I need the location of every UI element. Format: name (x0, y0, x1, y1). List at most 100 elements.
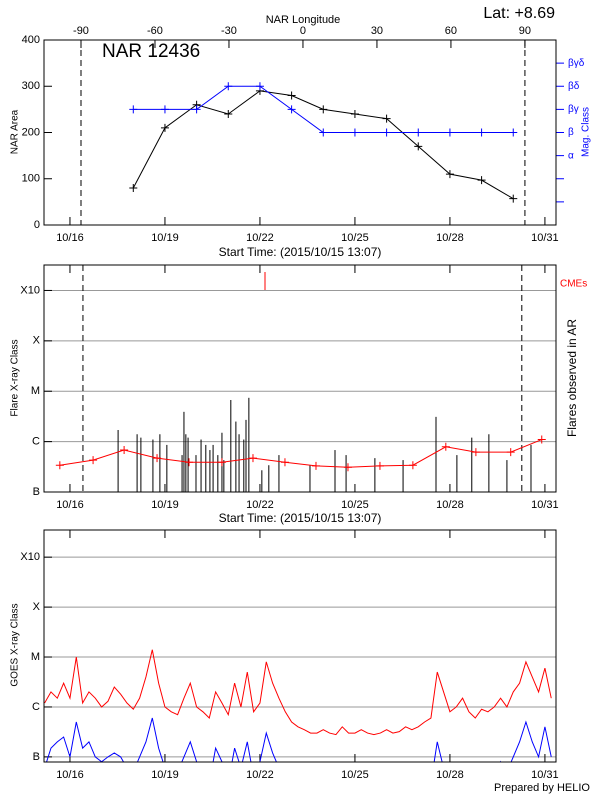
point-marker (477, 176, 486, 185)
point-marker (445, 128, 454, 137)
x-tick-label: 10/31 (531, 769, 559, 781)
point-marker (311, 461, 320, 470)
y-tick-label: 300 (22, 80, 40, 92)
y2-tick-label: βγδ (568, 58, 585, 69)
point-marker (350, 110, 359, 118)
x-tick-label: 10/28 (436, 769, 464, 781)
y-axis-label: Flare X-ray Class (10, 339, 21, 416)
y2-tick-label: α (568, 150, 574, 161)
plot-frame (43, 264, 557, 493)
point-marker (471, 448, 480, 457)
x-tick-label: 10/25 (341, 769, 369, 781)
point-marker (319, 128, 328, 137)
plot-area (55, 272, 546, 492)
y-tick-label: X (33, 601, 41, 613)
y-tick-label: X10 (20, 284, 40, 296)
x-tick-label: 10/25 (341, 499, 369, 511)
y2-tick-label: βγ (568, 104, 579, 115)
plot-frame (43, 39, 557, 226)
y-tick-label: C (32, 436, 40, 448)
y-axis-label: GOES X-ray Class (10, 603, 21, 686)
x-tick-label: 10/31 (531, 232, 559, 244)
point-marker (477, 128, 486, 137)
y-tick-label: C (32, 701, 40, 713)
point-marker (382, 128, 391, 137)
y-tick-label: 200 (22, 126, 40, 138)
x-tick-label: 10/25 (341, 232, 369, 244)
x-tick-label: 10/28 (436, 232, 464, 244)
point-marker (224, 82, 233, 91)
y-tick-label: M (31, 651, 40, 663)
x-tick-label: 10/19 (151, 769, 179, 781)
point-marker (287, 105, 296, 114)
x-tick-label: 10/31 (531, 499, 559, 511)
point-marker (509, 194, 518, 203)
x-tick-label: 10/22 (246, 769, 274, 781)
series-line (44, 649, 552, 736)
y-tick-label: B (33, 751, 40, 763)
point-marker (89, 456, 98, 465)
y2-axis-label: Flares observed in AR (565, 319, 579, 437)
point-marker (375, 461, 384, 470)
point-marker (414, 128, 423, 137)
cme-label: CMEs (560, 279, 587, 290)
y2-tick-label: βδ (568, 81, 580, 92)
point-marker (224, 110, 233, 118)
x2-tick-label: -30 (221, 25, 237, 37)
x2-tick-label: 60 (445, 25, 457, 37)
x-tick-label: 10/16 (56, 769, 84, 781)
point-marker (441, 442, 450, 451)
y-tick-label: 100 (22, 173, 40, 185)
chart-title: NAR 12436 (102, 41, 200, 62)
point-marker (350, 128, 359, 137)
series-line (46, 717, 552, 762)
point-marker (445, 170, 454, 179)
plot-area (129, 82, 518, 203)
point-marker (287, 91, 296, 100)
y-tick-label: 0 (34, 219, 40, 231)
x-axis-label: Start Time: (2015/10/15 13:07) (219, 245, 382, 259)
x2-tick-label: 30 (371, 25, 383, 37)
x2-tick-label: -90 (73, 25, 89, 37)
x2-tick-label: -60 (147, 25, 163, 37)
y-tick-label: M (31, 385, 40, 397)
y-tick-label: B (33, 486, 40, 498)
x-tick-label: 10/22 (246, 499, 274, 511)
x-tick-label: 10/22 (246, 232, 274, 244)
x2-tick-label: 0 (300, 25, 306, 37)
point-marker (153, 454, 162, 463)
point-marker (55, 461, 64, 470)
x-axis-label: Start Time: (2015/10/15 13:07) (219, 511, 382, 525)
y2-tick-label: β (568, 127, 574, 138)
point-marker (343, 463, 352, 472)
point-marker (185, 458, 194, 467)
point-marker (537, 435, 546, 444)
point-marker (160, 105, 169, 114)
x2-tick-label: 90 (519, 25, 531, 37)
point-marker (129, 105, 138, 114)
point-marker (382, 114, 391, 123)
point-marker (414, 142, 423, 151)
point-marker (280, 458, 289, 467)
y-tick-label: X10 (20, 551, 40, 563)
x-tick-label: 10/28 (436, 499, 464, 511)
plot-frame (43, 529, 557, 763)
background-line (59, 439, 542, 468)
point-marker (255, 82, 264, 91)
x2-axis-label: NAR Longitude (266, 14, 341, 26)
point-marker (160, 123, 169, 132)
x-tick-label: 10/16 (56, 499, 84, 511)
footer: Prepared by HELIO (494, 782, 590, 794)
point-marker (120, 446, 129, 455)
point-marker (506, 448, 515, 457)
point-marker (129, 184, 138, 192)
y2-axis-label: Mag. Class (581, 107, 592, 157)
point-marker (217, 458, 226, 467)
subtitle: Lat: +8.69 (483, 5, 555, 22)
point-marker (192, 105, 201, 114)
point-marker (319, 105, 328, 114)
point-marker (248, 454, 257, 463)
x-tick-label: 10/19 (151, 499, 179, 511)
